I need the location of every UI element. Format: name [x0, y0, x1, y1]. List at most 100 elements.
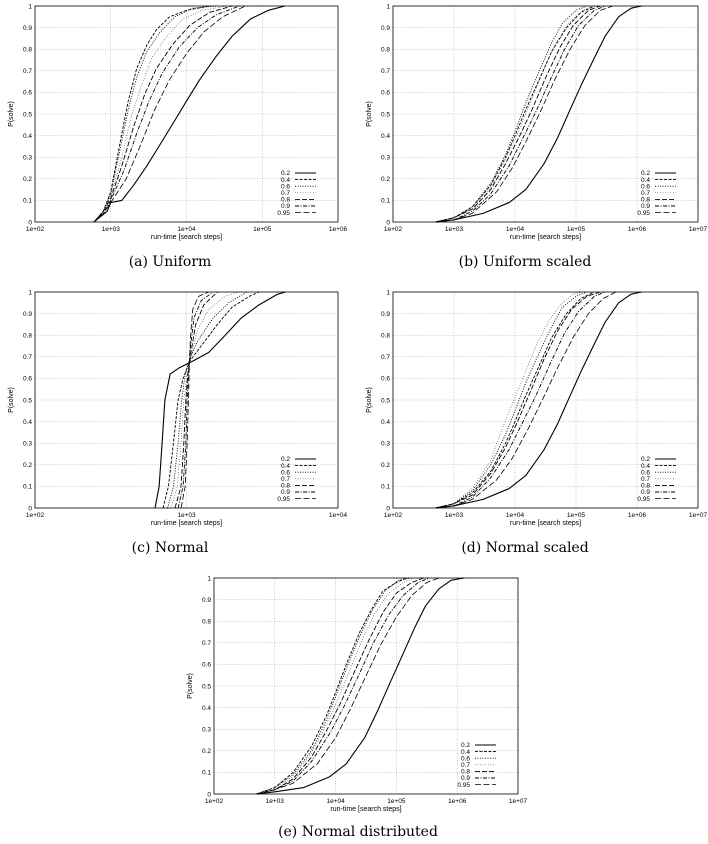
x-tick-label: 1e+03	[266, 798, 285, 805]
series-line-0.8	[435, 291, 601, 509]
series-line-0.95	[435, 5, 613, 223]
x-tick-label: 1e+07	[689, 226, 708, 233]
y-axis-label: P(solve)	[187, 673, 194, 699]
legend-label: 0.2	[641, 170, 650, 177]
plot-frame	[392, 291, 699, 509]
series-line-0.2	[93, 5, 286, 223]
series-line-0.6	[93, 5, 217, 223]
x-axis-label: run-time [search steps]	[510, 234, 581, 241]
x-tick-label: 1e+04	[326, 798, 345, 805]
y-tick-label: 0.8	[381, 47, 390, 54]
y-tick-label: 0.3	[202, 727, 211, 734]
y-tick-label: 0.9	[202, 597, 211, 604]
y-tick-label: 0	[207, 791, 211, 798]
y-axis-label: P(solve)	[366, 387, 373, 413]
legend-label: 0.2	[641, 456, 650, 463]
chart-caption: (c) Normal	[132, 540, 209, 556]
y-tick-label: 0.8	[202, 619, 211, 626]
y-tick-label: 0.1	[23, 198, 32, 205]
y-tick-label: 0.7	[381, 68, 390, 75]
x-tick-label: 1e+06	[329, 226, 348, 233]
legend-label: 0.6	[281, 469, 290, 476]
x-tick-label: 1e+02	[26, 512, 45, 519]
legend-label: 0.6	[461, 755, 470, 762]
legend-label: 0.6	[281, 183, 290, 190]
x-tick-label: 1e+06	[628, 226, 647, 233]
y-tick-label: 0.7	[23, 354, 32, 361]
y-tick-label: 0	[386, 505, 390, 512]
legend-label: 0.95	[277, 210, 290, 217]
series-line-0.2	[435, 291, 642, 509]
series-line-0.2	[435, 5, 642, 223]
y-tick-label: 0.3	[381, 441, 390, 448]
series-line-0.4	[256, 577, 408, 795]
legend-label: 0.2	[461, 742, 470, 749]
y-tick-label: 1	[28, 3, 32, 10]
legend-label: 0.9	[281, 203, 290, 210]
legend-label: 0.9	[641, 489, 650, 496]
series-line-0.95	[93, 5, 246, 223]
x-tick-label: 1e+06	[448, 798, 467, 805]
y-tick-label: 0.4	[202, 705, 211, 712]
plot-frame	[213, 577, 519, 795]
y-tick-label: 0.7	[381, 354, 390, 361]
x-tick-label: 1e+02	[384, 226, 403, 233]
series-line-0.7	[435, 291, 584, 509]
series-line-0.8	[93, 5, 233, 223]
y-tick-label: 0.7	[202, 640, 211, 647]
legend-label: 0.8	[641, 197, 650, 204]
legend-label: 0.7	[281, 190, 290, 197]
x-tick-label: 1e+03	[445, 512, 464, 519]
x-tick-label: 1e+07	[509, 798, 528, 805]
y-tick-label: 0.6	[23, 376, 32, 383]
x-axis-label: run-time [search steps]	[330, 806, 401, 813]
x-tick-label: 1e+05	[253, 226, 272, 233]
y-tick-label: 0.6	[23, 90, 32, 97]
series-line-0.8	[174, 291, 218, 509]
y-tick-label: 0.4	[23, 133, 32, 140]
y-tick-label: 0	[386, 219, 390, 226]
x-tick-label: 1e+03	[177, 512, 196, 519]
legend-label: 0.4	[281, 463, 290, 470]
x-tick-label: 1e+04	[506, 512, 525, 519]
legend-label: 0.7	[281, 476, 290, 483]
y-tick-label: 0.8	[23, 333, 32, 340]
series-line-0.8	[256, 577, 424, 795]
y-tick-label: 0.1	[381, 484, 390, 491]
y-tick-label: 0.3	[23, 441, 32, 448]
series-line-0.9	[435, 291, 606, 509]
series-line-0.7	[256, 577, 415, 795]
legend-label: 0.2	[281, 456, 290, 463]
legend-label: 0.4	[641, 177, 650, 184]
y-tick-label: 0.7	[23, 68, 32, 75]
x-tick-label: 1e+07	[689, 512, 708, 519]
x-tick-label: 1e+06	[628, 512, 647, 519]
y-axis-label: P(solve)	[8, 101, 15, 127]
chart-caption: (b) Uniform scaled	[459, 254, 592, 270]
chart-caption: (e) Normal distributed	[278, 824, 438, 840]
series-line-0.6	[435, 291, 587, 509]
x-tick-label: 1e+02	[205, 798, 224, 805]
x-tick-label: 1e+02	[26, 226, 45, 233]
y-tick-label: 0.2	[23, 462, 32, 469]
series-line-0.6	[435, 5, 587, 223]
plot-frame	[34, 5, 339, 223]
legend-label: 0.6	[641, 469, 650, 476]
x-tick-label: 1e+04	[177, 226, 196, 233]
x-tick-label: 1e+04	[329, 512, 348, 519]
legend-label: 0.95	[637, 210, 650, 217]
series-line-0.9	[177, 291, 214, 509]
y-tick-label: 1	[28, 289, 32, 296]
legend-label: 0.7	[461, 762, 470, 769]
legend-label: 0.95	[277, 496, 290, 503]
y-tick-label: 0	[28, 505, 32, 512]
chart-caption: (d) Normal scaled	[461, 540, 588, 556]
legend-label: 0.8	[281, 483, 290, 490]
y-tick-label: 0.1	[23, 484, 32, 491]
x-tick-label: 1e+02	[384, 512, 403, 519]
y-tick-label: 0.4	[381, 419, 390, 426]
y-tick-label: 0.3	[381, 155, 390, 162]
